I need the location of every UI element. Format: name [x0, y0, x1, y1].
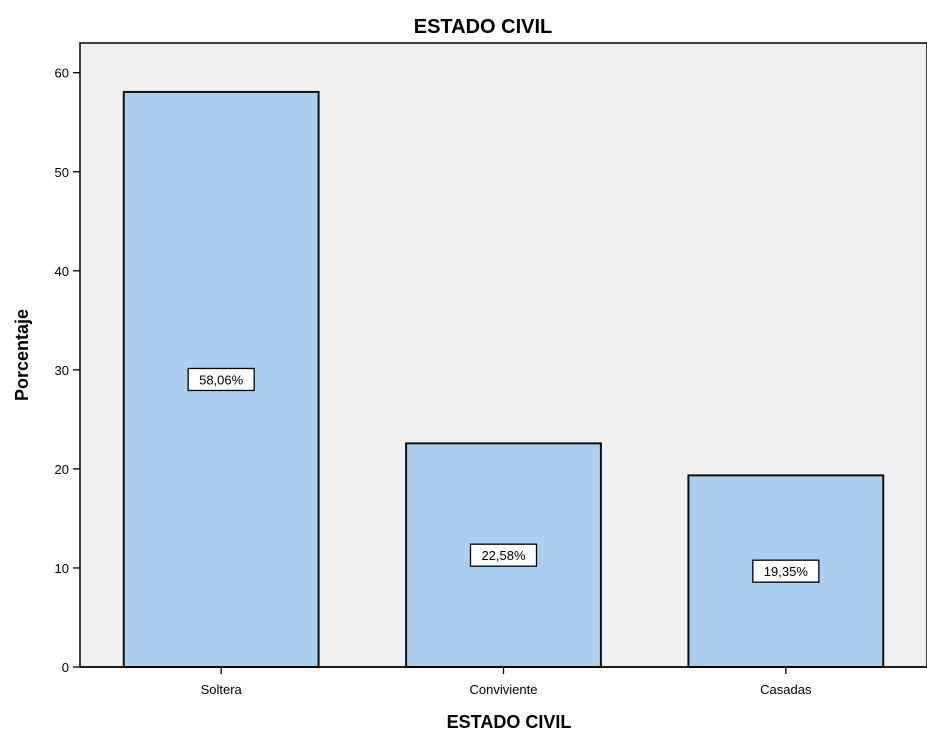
x-tick-label: Soltera: [201, 682, 243, 697]
y-tick-label: 30: [55, 363, 69, 378]
y-tick-label: 0: [62, 660, 69, 675]
data-label: 58,06%: [199, 372, 244, 387]
x-axis-title: ESTADO CIVIL: [447, 712, 572, 732]
x-tick-label: Conviviente: [470, 682, 538, 697]
x-tick-label: Casadas: [760, 682, 812, 697]
data-label-box: [187, 367, 255, 392]
chart-title: ESTADO CIVIL: [414, 16, 553, 38]
y-tick-label: 10: [55, 561, 69, 576]
data-label: 19,35%: [764, 564, 809, 579]
data-label: 22,58%: [481, 548, 526, 563]
y-tick-label: 50: [55, 165, 69, 180]
data-label-box: [752, 559, 820, 583]
y-tick-label: 20: [55, 462, 69, 477]
y-tick-label: 60: [55, 66, 69, 81]
x-axis: Soltera Conviviente Casadas: [80, 666, 927, 697]
y-axis-title: Porcentaje: [12, 309, 32, 401]
data-labels: 58,06% 22,58% 19,35%: [187, 367, 820, 583]
y-tick-label: 40: [55, 264, 69, 279]
data-label-box: [469, 543, 538, 567]
y-axis: 0 10 20 30 40 50 60: [55, 66, 80, 675]
